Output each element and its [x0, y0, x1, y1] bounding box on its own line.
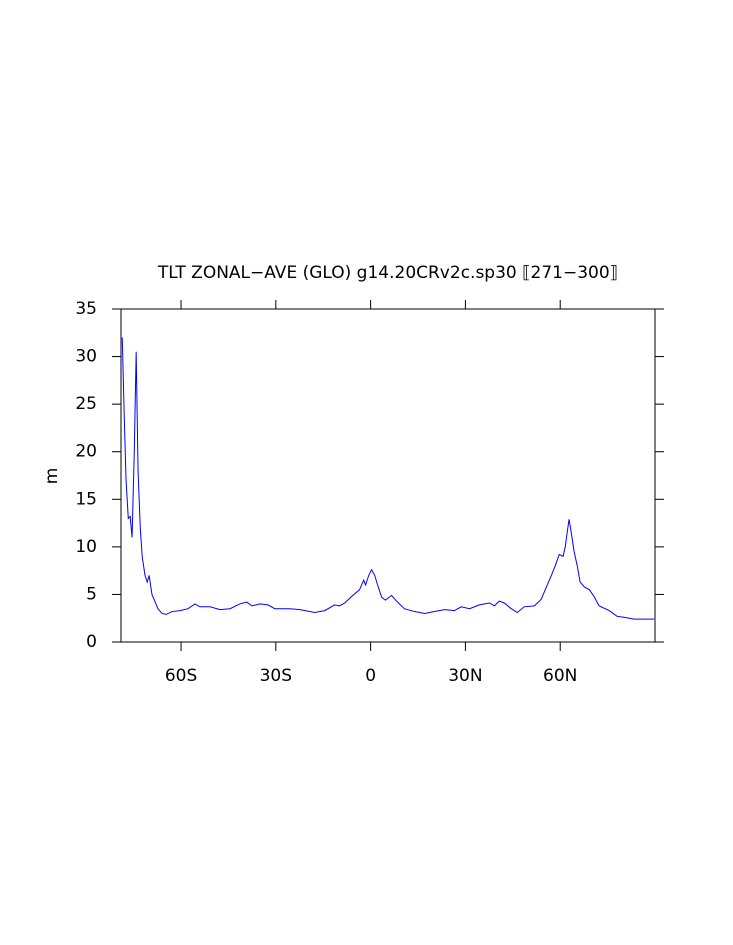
x-tick-label: 30N	[448, 666, 482, 686]
y-tick-label: 25	[75, 394, 97, 414]
x-tick-label: 60N	[543, 666, 577, 686]
y-tick-label: 30	[75, 347, 97, 367]
x-tick-label: 0	[365, 666, 376, 686]
x-tick-label: 30S	[260, 666, 292, 686]
x-tick-label: 60S	[165, 666, 197, 686]
y-tick-label: 35	[75, 299, 97, 319]
chart-title: TLT ZONAL−AVE (GLO) g14.20CRv2c.sp30 ⟦27…	[157, 263, 618, 283]
data-line	[121, 337, 655, 620]
y-tick-label: 20	[75, 442, 97, 462]
y-tick-label: 10	[75, 537, 97, 557]
y-tick-label: 0	[86, 632, 97, 652]
y-tick-label: 5	[86, 584, 97, 604]
y-tick-label: 15	[75, 489, 97, 509]
y-axis-label: m	[42, 468, 62, 485]
plot-frame	[120, 308, 656, 643]
